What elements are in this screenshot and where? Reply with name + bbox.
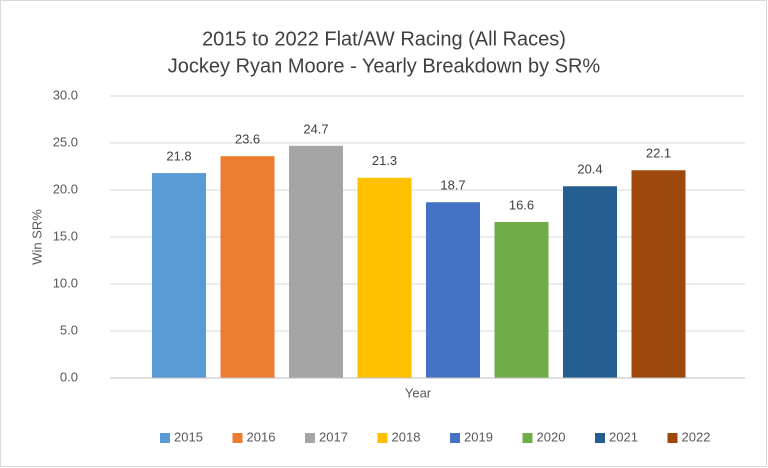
- y-tick-label: 5.0: [60, 322, 78, 337]
- data-label: 21.8: [166, 149, 191, 164]
- legend-label: 2020: [537, 429, 566, 444]
- legend-label: 2015: [174, 429, 203, 444]
- bar: [563, 186, 617, 378]
- legend-marker: [232, 433, 243, 443]
- data-label: 23.6: [235, 132, 260, 147]
- bar: [426, 202, 480, 378]
- legend-label: 2022: [682, 429, 711, 444]
- legend-label: 2019: [464, 429, 493, 444]
- y-tick-label: 20.0: [53, 181, 78, 196]
- data-label: 20.4: [577, 162, 602, 177]
- chart-title: 2015 to 2022 Flat/AW Racing (All Races): [202, 28, 566, 50]
- legend-marker: [522, 433, 533, 443]
- data-label: 16.6: [509, 197, 534, 212]
- bar: [631, 170, 686, 378]
- y-tick-label: 0.0: [60, 369, 78, 384]
- bar: [357, 177, 412, 378]
- x-axis-label: Year: [405, 385, 432, 400]
- chart-subtitle: Jockey Ryan Moore - Yearly Breakdown by …: [168, 55, 601, 77]
- legend-marker: [450, 433, 460, 443]
- bar: [220, 156, 275, 378]
- y-tick-label: 15.0: [53, 228, 78, 243]
- bar: [494, 221, 549, 378]
- data-label: 18.7: [440, 178, 465, 193]
- legend-marker: [667, 433, 678, 443]
- legend-label: 2021: [609, 429, 638, 444]
- y-tick-label: 25.0: [53, 134, 78, 149]
- y-tick-label: 30.0: [53, 87, 78, 102]
- legend-label: 2016: [247, 429, 276, 444]
- data-label: 21.3: [372, 153, 397, 168]
- legend-marker: [377, 433, 388, 443]
- data-label: 24.7: [303, 121, 328, 136]
- legend-label: 2017: [319, 429, 348, 444]
- legend-label: 2018: [392, 429, 421, 444]
- y-axis-label: Win SR%: [29, 209, 44, 265]
- bar: [152, 173, 206, 378]
- legend-marker: [305, 433, 315, 443]
- y-tick-label: 10.0: [53, 275, 78, 290]
- data-label: 22.1: [646, 146, 671, 161]
- legend-marker: [595, 433, 605, 443]
- legend-marker: [160, 433, 170, 443]
- bar: [289, 145, 343, 378]
